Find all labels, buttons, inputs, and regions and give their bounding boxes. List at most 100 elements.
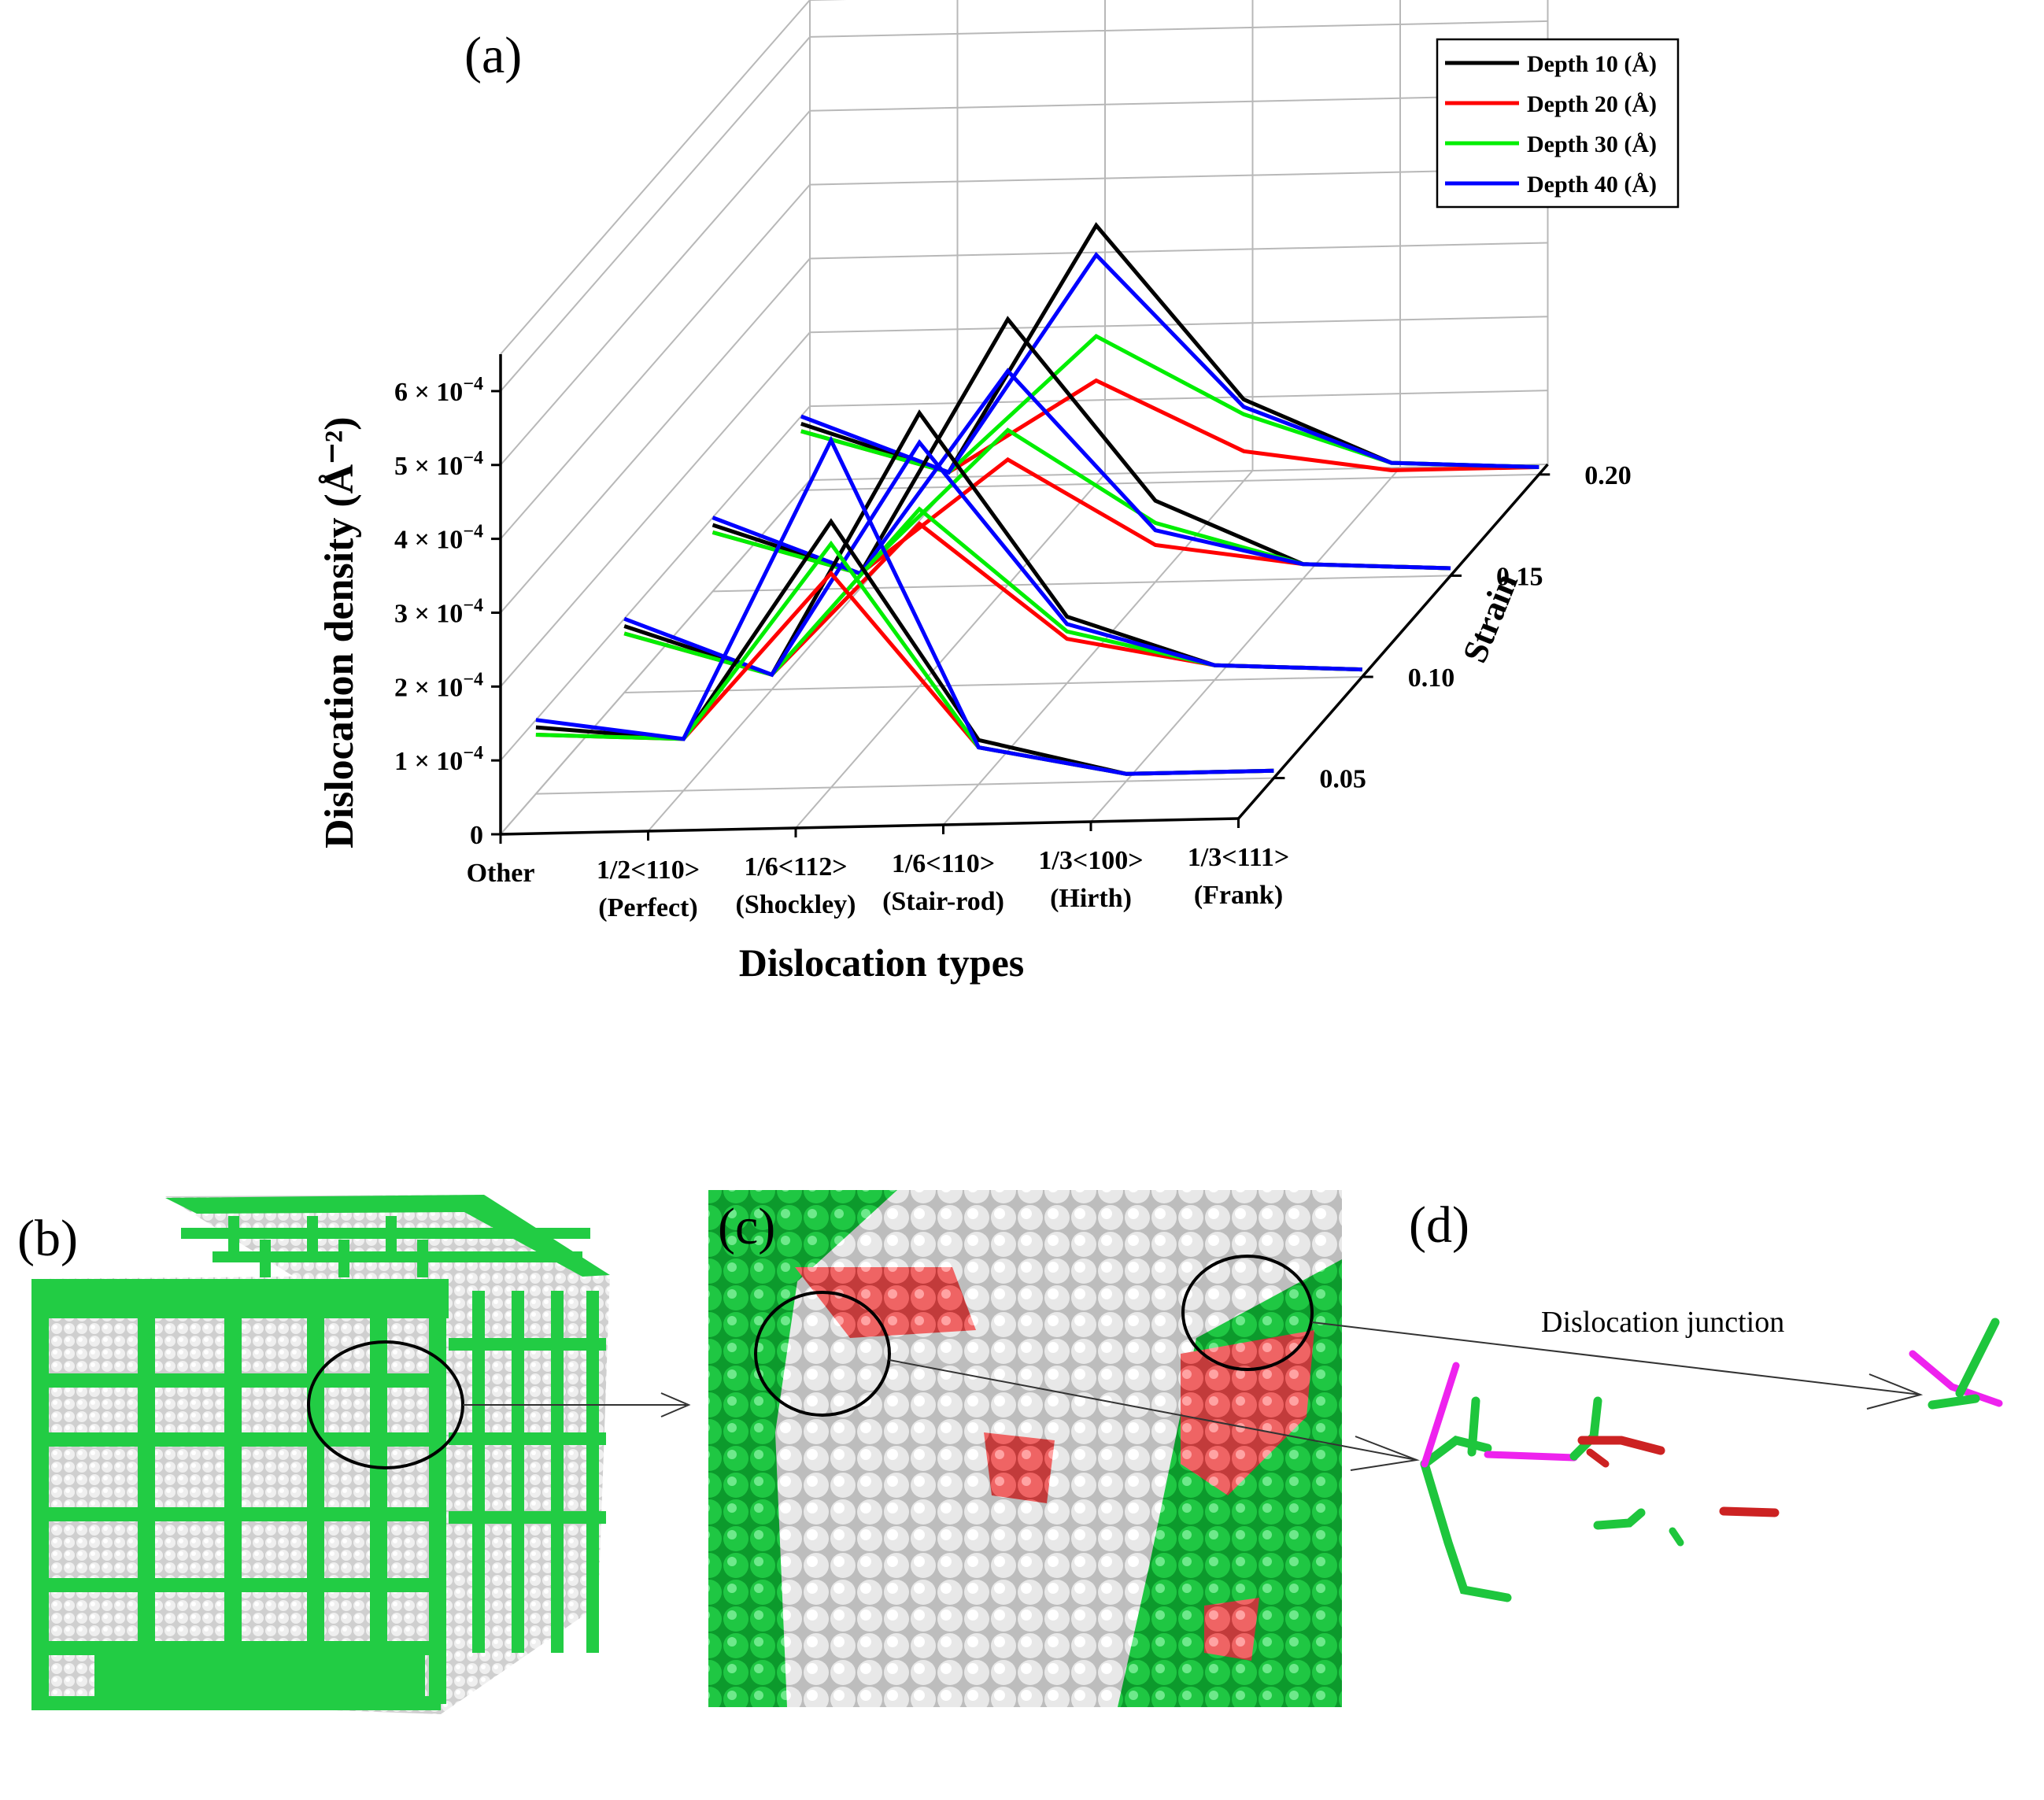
- arrow-c-left-to-d: [889, 1359, 1417, 1461]
- floor-grid-line: [500, 479, 811, 835]
- dislocation-line-shockley-5: [1593, 1508, 1646, 1530]
- side-wall-hgrid: [500, 257, 811, 614]
- side-wall-top: [500, 0, 811, 355]
- red-region-bottom: [1204, 1598, 1259, 1661]
- series-line-depth-20-strain-0.1: [623, 521, 1362, 678]
- cube-front-hbar: [31, 1507, 441, 1521]
- dislocation-junction-stair-rod: [1909, 1350, 2003, 1407]
- cube-top-hbar: [181, 1228, 590, 1239]
- cube-top-edge-band: [165, 1195, 610, 1277]
- x-tick-label: Other: [467, 859, 535, 888]
- dislocation-line-shockley-4: [1569, 1396, 1602, 1461]
- x-axis-line: [500, 817, 1239, 836]
- back-wall-hgrid: [809, 390, 1548, 408]
- cube-right-vbar: [472, 1291, 485, 1653]
- legend-label: Depth 10 (Å): [1527, 51, 1657, 77]
- side-wall-hgrid: [500, 110, 811, 466]
- panel-label-c: (c): [718, 1198, 775, 1255]
- side-wall-hgrid: [500, 36, 811, 392]
- chart-legend: Depth 10 (Å) Depth 20 (Å) Depth 30 (Å) Dept…: [1436, 38, 1680, 209]
- cube-front-vbar: [307, 1279, 324, 1704]
- annotation-dislocation-junction: Dislocation junction: [1541, 1306, 1784, 1339]
- cube-right-hbar: [449, 1338, 606, 1351]
- red-region-upper: [795, 1267, 976, 1338]
- cube-front-vbar: [224, 1279, 242, 1704]
- panel-label-d: (d): [1409, 1196, 1469, 1254]
- legend-label: Depth 30 (Å): [1527, 131, 1657, 157]
- floor-grid-line: [1090, 467, 1401, 822]
- cube-front-vbar: [429, 1279, 446, 1704]
- y-tick-label: 3 × 10−4: [394, 595, 483, 628]
- chart-series: [535, 222, 1539, 776]
- x-tick-label: 1/3<100>: [1038, 846, 1143, 875]
- dislocation-line-hirth-1: [1577, 1436, 1665, 1455]
- x-tick-sublabel: (Stair-rod): [882, 887, 1004, 916]
- z-tick-label: 0.10: [1408, 663, 1455, 693]
- y-tick-label: 0: [470, 821, 483, 850]
- cube-front-vbar: [31, 1279, 49, 1704]
- x-tick-sublabel: (Shockley): [736, 890, 856, 919]
- y-tick-label: 4 × 10−4: [394, 522, 483, 555]
- red-region-right: [1181, 1330, 1314, 1495]
- back-wall-hgrid: [809, 94, 1548, 112]
- y-axis-title: Dislocation density (Å⁻²): [317, 416, 362, 848]
- back-wall-hgrid: [809, 464, 1548, 481]
- green-band-top: [756, 1190, 897, 1291]
- series-line-depth-40-strain-0.15: [712, 368, 1451, 576]
- cube-green-network: [31, 1195, 610, 1710]
- chart-ticks: 0 1 × 10−4 2 × 10−4 3 × 10−4 4 × 10−4 5 × 10−…: [394, 354, 1632, 922]
- cube-right-vbar: [586, 1291, 599, 1653]
- x-tick-sublabel: (Hirth): [1050, 884, 1132, 913]
- dislocation-line-stair-rod-1: [1421, 1362, 1460, 1468]
- floor-strain-line: [624, 676, 1362, 693]
- z-axis-line: [1237, 463, 1549, 820]
- cube-front-bottom-band: [94, 1649, 425, 1704]
- x-tick-sublabel: (Frank): [1194, 881, 1283, 910]
- back-wall-hgrid: [809, 242, 1548, 260]
- series-line-depth-40-strain-0.2: [800, 251, 1539, 475]
- z-tick-label: 0.05: [1319, 765, 1366, 794]
- back-wall-hgrid: [809, 168, 1548, 186]
- dislocation-junction-shockley-2: [1928, 1394, 1980, 1410]
- dislocation-line-shockley-3: [1467, 1396, 1480, 1457]
- cube-top-hbar: [213, 1251, 582, 1262]
- dislocation-line-shockley-2: [1420, 1436, 1492, 1469]
- back-wall-hgrid: [809, 20, 1548, 38]
- cube-front-hbar: [31, 1373, 441, 1388]
- y-tick-label: 2 × 10−4: [394, 669, 483, 702]
- arrowhead-d-upper: [1866, 1373, 1924, 1410]
- x-tick-label: 1/6<112>: [744, 852, 847, 882]
- legend-label: Depth 40 (Å): [1527, 172, 1657, 198]
- panel-b-atomistic-cube: (b): [17, 1195, 691, 1714]
- cube-right-hbar: [449, 1432, 606, 1445]
- z-axis-title: Strain: [1455, 568, 1525, 668]
- red-region-lower: [984, 1432, 1055, 1503]
- arrowhead-b-to-c: [660, 1392, 691, 1417]
- cube-right-vbar: [512, 1291, 524, 1653]
- side-wall-hgrid: [500, 183, 811, 540]
- z-tick-label: 0.20: [1584, 461, 1632, 490]
- x-tick-label: 1/2<110>: [597, 856, 700, 885]
- y-tick-label: 6 × 10−4: [394, 374, 483, 407]
- cube-front-vbar: [138, 1279, 155, 1704]
- legend-label: Depth 20 (Å): [1527, 91, 1657, 117]
- floor-strain-line: [712, 575, 1451, 593]
- dislocation-line-hirth-3: [1719, 1506, 1780, 1517]
- panel-a-chart: (a) 0 1 × 10−4 2 × 10−4 3 × 10−4 4 × 10−4 5 ×…: [317, 0, 1680, 985]
- y-tick-label: 1 × 10−4: [394, 743, 483, 776]
- series-line-depth-40-strain-0.05: [535, 435, 1274, 776]
- series-line-depth-10-strain-0.2: [800, 222, 1539, 475]
- highlight-circle-c-right: [1181, 1255, 1314, 1371]
- dislocation-junction-shockley-1: [1955, 1318, 2000, 1398]
- cube-right-hbar: [449, 1511, 606, 1524]
- dislocation-line-shockley-1: [1420, 1459, 1512, 1602]
- x-axis-title: Dislocation types: [739, 941, 1025, 985]
- arrowhead-d-lower: [1350, 1436, 1420, 1471]
- floor-grid-line: [795, 473, 1106, 829]
- panel-d-dislocation-lines: (d) Dislocation junction: [1409, 1196, 2003, 1602]
- legend-box: [1436, 38, 1680, 209]
- dislocation-line-shockley-6: [1669, 1527, 1684, 1547]
- panel-c-zoomed-atoms: (c): [708, 1190, 1924, 1707]
- panel-label-a: (a): [464, 27, 522, 84]
